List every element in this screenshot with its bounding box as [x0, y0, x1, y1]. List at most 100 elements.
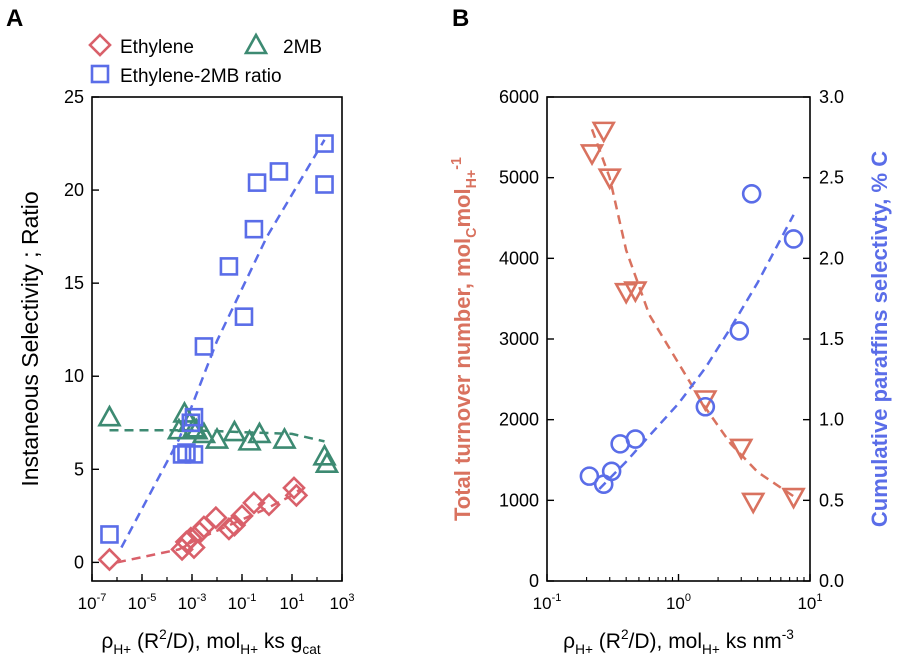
legend-marker-triangle [243, 32, 269, 55]
panel-a-point-triangle [247, 421, 272, 444]
legend-label: 2MB [283, 37, 322, 58]
legend-marker-square [90, 64, 110, 84]
panel-b-ylabel-left-part-2: mol [450, 188, 475, 227]
panel-a-point-triangle [204, 426, 230, 449]
panel-a: A10-7 10-5 10-3 10-1 101 1030510152025Instane… [6, 5, 355, 657]
panel-a-xtick-label: 10-7 [78, 592, 107, 613]
panel-b-ylabel-left-part-1: C [464, 228, 480, 238]
panel-b-point-circle [729, 321, 750, 341]
panel-a-xtick-label-exp: 1 [298, 592, 304, 604]
panel-a-point-diamond [284, 483, 309, 508]
panel-a-xtick-label: 10-3 [178, 592, 207, 613]
panel-b-trend-1 [598, 214, 795, 490]
panel-a-point-triangle [237, 428, 262, 451]
panel-b-ytick-left-label: 3000 [499, 329, 539, 349]
panel-a-xtick-label-base: 10 [178, 594, 197, 613]
panel-b-xlabel-part-2: (R [593, 630, 621, 653]
panel-a-point-diamond [282, 476, 306, 500]
panel-a-point-triangle [222, 419, 247, 442]
panel-a-xtick-label-exp: -5 [147, 592, 157, 604]
panel-a-point-square [172, 445, 192, 464]
panel-b-ytick-left-label: 5000 [499, 168, 539, 188]
panel-a-point-diamond [187, 520, 212, 545]
panel-b-ytick-right-label: 0.5 [819, 490, 844, 510]
panel-b-ytick-right-label: 2.5 [819, 168, 844, 188]
legend-label: Ethylene [120, 37, 194, 58]
panel-b-point-triangle-down [781, 487, 806, 510]
panel-a-xtick-label-base: 10 [279, 594, 298, 613]
panel-a-point-square [100, 525, 119, 544]
legend-marker-diamond [88, 33, 112, 57]
panel-a-point-triangle [312, 443, 337, 466]
panel-b-point-triangle-down [591, 121, 616, 144]
panel-a-point-square [194, 337, 214, 356]
panel-a-point-square [315, 175, 334, 194]
panel-a-xtick-label-base: 10 [228, 594, 247, 613]
panel-b-label: B [452, 5, 469, 32]
panel-a-xtick-label-base: 10 [128, 594, 147, 613]
panel-a-ytick-label: 20 [64, 180, 84, 200]
panel-a-xlabel-part-6: ks g [258, 630, 302, 653]
panel-b-xlabel-part-1: H+ [575, 642, 593, 657]
panel-a-xlabel-part-2: (R [131, 630, 159, 653]
panel-b-point-circle [741, 184, 762, 204]
panel-b-ylabel-left-part-3: H+ [464, 170, 480, 189]
panel-b-point-triangle-down [741, 492, 766, 515]
panel-b-ylabel-left: Total turnover number, molCmolH+-1 [449, 157, 480, 521]
panel-a-ytick-label: 10 [64, 366, 84, 386]
panel-a-xlabel-part-4: /D), mol [167, 630, 241, 653]
panel-a-point-diamond [217, 517, 241, 541]
panel-a-point-square [244, 219, 264, 239]
panel-b-xlabel-part-3: 2 [621, 627, 629, 642]
panel-a-xlabel-part-5: H+ [240, 642, 258, 657]
panel-a-point-diamond [257, 492, 281, 517]
panel-a-xlabel-part-0: ρ [101, 630, 113, 653]
panel-a-xtick-label-exp: -1 [247, 592, 257, 604]
legend-label: Ethylene-2MB ratio [120, 66, 282, 87]
panel-a-point-diamond [230, 504, 254, 528]
panel-a-point-square [219, 257, 239, 276]
panel-b-ytick-right-label: 1.5 [819, 329, 844, 349]
panel-a-xtick-label: 101 [279, 592, 304, 613]
panel-a-point-square [234, 307, 254, 326]
panel-a-ytick-label: 15 [64, 273, 84, 293]
panel-b-xlabel-part-7: -3 [782, 627, 794, 642]
panel-b-point-triangle-down [623, 281, 648, 304]
panel-b-ytick-left-label: 1000 [499, 490, 539, 510]
panel-a-xlabel-part-7: cat [302, 642, 320, 657]
panel-a-xlabel-part-3: 2 [159, 627, 167, 642]
panel-b-ylabel-left-part-0: Total turnover number, mol [450, 238, 475, 521]
panel-a-point-triangle [314, 451, 340, 474]
panel-b-trend-0 [590, 128, 795, 498]
panel-a-point-square [315, 134, 334, 153]
panel-a-point-triangle [191, 421, 217, 444]
panel-b-point-circle [783, 229, 804, 249]
panel-b-ytick-right-label: 3.0 [819, 87, 844, 107]
panel-a-xtick-label: 10-1 [228, 592, 257, 613]
panel-b-xtick-label: 10-1 [533, 592, 562, 613]
panel-b-ytick-right-label: 1.0 [819, 410, 844, 430]
panel-a-point-square [184, 445, 204, 464]
panel-b-frame [546, 96, 811, 582]
panel-a-trend-2 [120, 139, 326, 549]
panel-b-ytick-right-label: 0.0 [819, 571, 844, 591]
panel-a-xtick-label-base: 10 [329, 594, 348, 613]
panel-b-xtick-label: 100 [666, 592, 691, 613]
panel-b-xtick-label-base: 10 [797, 594, 816, 613]
panel-a-trend-0 [116, 488, 301, 564]
panel-b-point-triangle-down [597, 168, 622, 191]
panel-b-point-circle [601, 461, 622, 482]
panel-b-xtick-label-exp: 1 [816, 592, 822, 604]
panel-a-xtick-label-exp: -3 [197, 592, 207, 604]
panel-b-xtick-label: 101 [797, 592, 822, 613]
panel-b-xlabel: ρH+ (R2/D), molH+ ks nm-3 [563, 627, 794, 657]
panel-b-ylabel-left-part-4: -1 [449, 157, 465, 170]
panel-a-ytick-label: 5 [74, 459, 84, 479]
panel-a-point-diamond [204, 505, 228, 530]
panel-a-point-diamond [97, 547, 122, 572]
panel-a-xtick-label-exp: 3 [348, 592, 354, 604]
panel-b-xtick-label-exp: 0 [685, 592, 691, 604]
panel-a-point-square [184, 407, 204, 427]
panel-b-xlabel-part-0: ρ [563, 630, 575, 653]
